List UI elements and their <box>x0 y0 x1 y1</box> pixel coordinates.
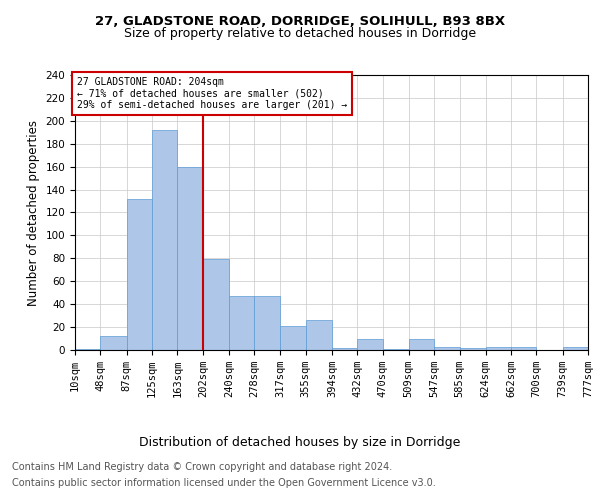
Bar <box>280 326 306 350</box>
Bar <box>152 130 178 350</box>
Bar <box>485 346 511 350</box>
Bar <box>434 346 460 350</box>
Bar <box>306 320 332 350</box>
Bar <box>75 349 100 350</box>
Bar <box>203 260 229 350</box>
Bar <box>563 346 588 350</box>
Text: Distribution of detached houses by size in Dorridge: Distribution of detached houses by size … <box>139 436 461 449</box>
Text: Size of property relative to detached houses in Dorridge: Size of property relative to detached ho… <box>124 28 476 40</box>
Bar <box>511 346 536 350</box>
Bar <box>254 296 280 350</box>
Bar <box>460 348 485 350</box>
Text: Contains HM Land Registry data © Crown copyright and database right 2024.: Contains HM Land Registry data © Crown c… <box>12 462 392 472</box>
Text: 27, GLADSTONE ROAD, DORRIDGE, SOLIHULL, B93 8BX: 27, GLADSTONE ROAD, DORRIDGE, SOLIHULL, … <box>95 15 505 28</box>
Bar <box>178 166 203 350</box>
Bar <box>409 338 434 350</box>
Bar <box>332 348 357 350</box>
Bar <box>100 336 127 350</box>
Bar <box>229 296 254 350</box>
Y-axis label: Number of detached properties: Number of detached properties <box>27 120 40 306</box>
Text: 27 GLADSTONE ROAD: 204sqm
← 71% of detached houses are smaller (502)
29% of semi: 27 GLADSTONE ROAD: 204sqm ← 71% of detac… <box>77 78 347 110</box>
Bar <box>383 349 409 350</box>
Bar <box>127 198 152 350</box>
Text: Contains public sector information licensed under the Open Government Licence v3: Contains public sector information licen… <box>12 478 436 488</box>
Bar <box>357 338 383 350</box>
